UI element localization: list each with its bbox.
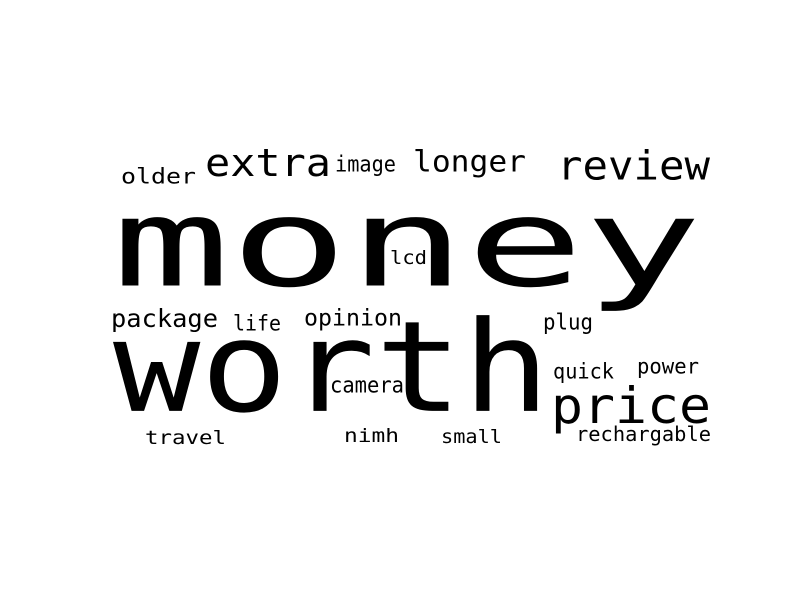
word-worth: worth — [113, 293, 550, 442]
word-camera: camera — [330, 372, 404, 398]
word-quick: quick — [553, 359, 614, 384]
word-power: power — [637, 354, 699, 379]
word-price: price — [551, 376, 711, 435]
word-extra: extra — [205, 140, 331, 186]
word-money: money — [112, 172, 702, 315]
word-older: older — [121, 164, 196, 189]
word-lcd: lcd — [390, 246, 427, 269]
word-image: image — [335, 151, 396, 177]
word-travel: travel — [145, 426, 226, 449]
word-rechargable: rechargable — [576, 422, 711, 446]
word-small: small — [441, 425, 502, 448]
word-plug: plug — [543, 309, 593, 335]
word-package: package — [111, 303, 218, 333]
word-longer: longer — [413, 144, 526, 179]
word-review: review — [557, 142, 710, 190]
word-nimh: nimh — [344, 424, 399, 447]
word-life: life — [233, 311, 281, 336]
word-opinion: opinion — [304, 303, 402, 331]
